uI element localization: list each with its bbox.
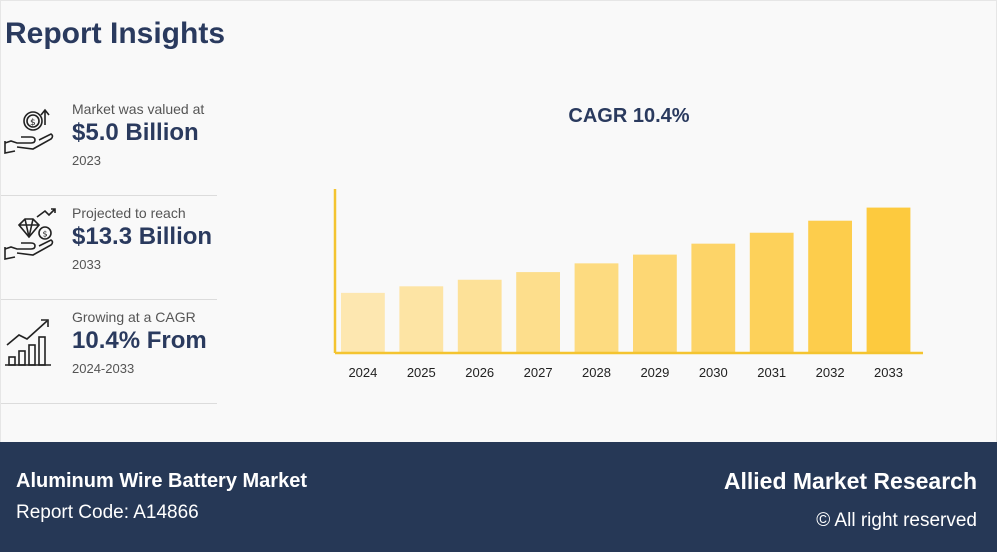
brand-name: Allied Market Research — [723, 468, 977, 494]
x-tick-label: 2028 — [582, 365, 611, 380]
x-tick-label: 2032 — [816, 365, 845, 380]
page-title: Report Insights — [5, 17, 226, 50]
bar-2030 — [691, 243, 736, 353]
stat-market-value: $ Market was valued at $5.0 Billion 2023 — [1, 91, 217, 196]
bar-2026 — [457, 279, 502, 353]
x-tick-labels: 2024 2025 2026 2027 2028 2029 2030 2031 2032 2033 — [348, 365, 903, 380]
x-tick-label: 2029 — [640, 365, 669, 380]
stat-label: Growing at a CAGR — [72, 309, 196, 325]
market-name: Aluminum Wire Battery Market — [16, 470, 307, 492]
growth-bars-icon — [3, 307, 59, 367]
stat-projected-value: $ Projected to reach $13.3 Billion 2033 — [1, 195, 217, 300]
x-tick-label: 2025 — [407, 365, 436, 380]
chart-title: CAGR 10.4% — [568, 105, 690, 127]
bars-group — [341, 207, 911, 353]
stat-value: 10.4% From — [72, 327, 207, 354]
stat-label: Market was valued at — [72, 101, 205, 117]
stat-label: Projected to reach — [72, 205, 186, 221]
bar-2025 — [399, 286, 444, 353]
x-tick-label: 2030 — [699, 365, 728, 380]
bar-chart: 2024 2025 2026 2027 2028 2029 2030 2031 2032 2033 — [333, 189, 923, 380]
report-code: Report Code: A14866 — [16, 502, 199, 523]
copyright-text: © All right reserved — [816, 510, 977, 531]
bar-2024 — [341, 292, 385, 353]
x-tick-label: 2027 — [524, 365, 553, 380]
stat-year: 2033 — [72, 257, 101, 272]
bar-2029 — [633, 254, 677, 353]
stat-cagr: Growing at a CAGR 10.4% From 2024-2033 — [1, 299, 217, 404]
bar-2033 — [866, 207, 911, 353]
x-tick-label: 2031 — [757, 365, 786, 380]
x-tick-label: 2024 — [348, 365, 377, 380]
stat-year: 2023 — [72, 153, 101, 168]
bar-2031 — [749, 232, 794, 353]
stat-value: $5.0 Billion — [72, 119, 199, 146]
bar-2028 — [574, 263, 619, 353]
svg-text:$: $ — [30, 118, 36, 128]
footer-bar: Aluminum Wire Battery Market Report Code… — [0, 442, 997, 552]
stat-period: 2024-2033 — [72, 361, 135, 376]
stat-value: $13.3 Billion — [72, 223, 213, 250]
x-tick-label: 2033 — [874, 365, 903, 380]
money-hand-icon: $ — [3, 99, 59, 159]
x-tick-label: 2026 — [465, 365, 494, 380]
svg-text:$: $ — [43, 230, 48, 239]
diamond-hand-icon: $ — [3, 203, 59, 263]
bar-2027 — [516, 272, 560, 353]
bar-2032 — [808, 220, 852, 353]
